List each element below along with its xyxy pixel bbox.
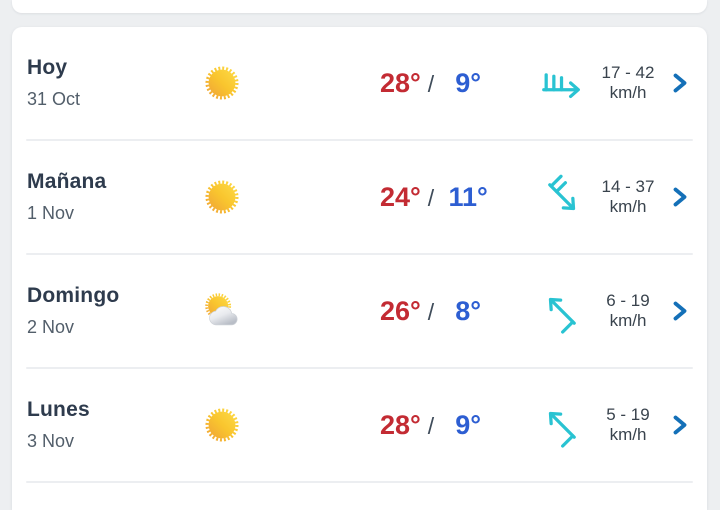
wind-block: 14 - 37 km/h <box>535 174 691 220</box>
day-date: 31 Oct <box>27 89 81 109</box>
row-divider <box>26 367 693 369</box>
forecast-card: Hoy 31 Oct 28° / 9° 17 - 42 km/h M <box>12 27 707 510</box>
wind-range: 5 - 19 <box>606 405 650 424</box>
day-block: Hoy 31 Oct <box>27 56 177 110</box>
high-temperature: 26° <box>379 295 421 326</box>
day-name: Domingo <box>27 284 120 307</box>
wind-direction-icon <box>539 174 585 220</box>
day-name: Mañana <box>27 170 107 193</box>
temperature-separator: / <box>427 412 435 439</box>
day-block: Lunes 3 Nov <box>27 398 177 452</box>
wind-block: 17 - 42 km/h <box>535 60 691 106</box>
row-detail-button[interactable] <box>669 185 691 209</box>
previous-card-edge <box>12 0 707 13</box>
day-block: Domingo 2 Nov <box>27 284 177 338</box>
low-temperature: 9° <box>455 67 482 98</box>
sun-cloud-icon <box>199 288 245 334</box>
chevron-right-icon[interactable] <box>669 71 691 95</box>
temperature-separator: / <box>427 298 435 325</box>
wind-block: 6 - 19 km/h <box>535 288 691 334</box>
wind-speed: 6 - 19 km/h <box>589 291 667 331</box>
row-detail-button[interactable] <box>669 299 691 323</box>
low-temperature: 11° <box>448 181 488 212</box>
low-temperature: 9° <box>455 409 482 440</box>
wind-range: 6 - 19 <box>606 291 650 310</box>
day-date: 1 Nov <box>27 203 75 223</box>
low-temperature: 8° <box>455 295 482 326</box>
day-name: Lunes <box>27 398 90 421</box>
temperature-separator: / <box>427 70 435 97</box>
chevron-right-icon[interactable] <box>669 413 691 437</box>
wind-unit: km/h <box>609 83 647 102</box>
row-detail-button[interactable] <box>669 71 691 95</box>
temperature-block: 28° / 9° <box>337 68 517 99</box>
day-block: Mañana 1 Nov <box>27 170 177 224</box>
day-name: Hoy <box>27 56 68 79</box>
chevron-right-icon[interactable] <box>669 299 691 323</box>
row-divider <box>26 253 693 255</box>
row-divider <box>26 481 693 483</box>
high-temperature: 28° <box>379 409 421 440</box>
wind-unit: km/h <box>609 425 647 444</box>
row-detail-button[interactable] <box>669 413 691 437</box>
forecast-row-domingo[interactable]: Domingo 2 Nov 26° / 8° 6 - 19 km/h <box>12 255 707 367</box>
temperature-block: 24° / 11° <box>337 182 517 213</box>
temperature-block: 26° / 8° <box>337 296 517 327</box>
high-temperature: 24° <box>379 181 421 212</box>
forecast-row-hoy[interactable]: Hoy 31 Oct 28° / 9° 17 - 42 km/h <box>12 27 707 139</box>
day-date: 3 Nov <box>27 431 75 451</box>
wind-unit: km/h <box>609 197 647 216</box>
sun-icon <box>199 402 245 448</box>
forecast-row-lunes[interactable]: Lunes 3 Nov 28° / 9° 5 - 19 km/h <box>12 369 707 481</box>
wind-unit: km/h <box>609 311 647 330</box>
wind-speed: 17 - 42 km/h <box>589 63 667 103</box>
sun-icon <box>199 174 245 220</box>
wind-speed: 5 - 19 km/h <box>589 405 667 445</box>
sun-icon <box>199 60 245 106</box>
wind-direction-icon <box>539 288 585 334</box>
wind-block: 5 - 19 km/h <box>535 402 691 448</box>
day-date: 2 Nov <box>27 317 75 337</box>
high-temperature: 28° <box>379 67 421 98</box>
wind-range: 14 - 37 <box>601 177 655 196</box>
row-divider <box>26 139 693 141</box>
temperature-separator: / <box>427 184 435 211</box>
forecast-row-manana[interactable]: Mañana 1 Nov 24° / 11° 14 - 37 km/h <box>12 141 707 253</box>
wind-direction-icon <box>539 402 585 448</box>
wind-speed: 14 - 37 km/h <box>589 177 667 217</box>
temperature-block: 28° / 9° <box>337 410 517 441</box>
wind-range: 17 - 42 <box>601 63 655 82</box>
wind-direction-icon <box>539 60 585 106</box>
chevron-right-icon[interactable] <box>669 185 691 209</box>
